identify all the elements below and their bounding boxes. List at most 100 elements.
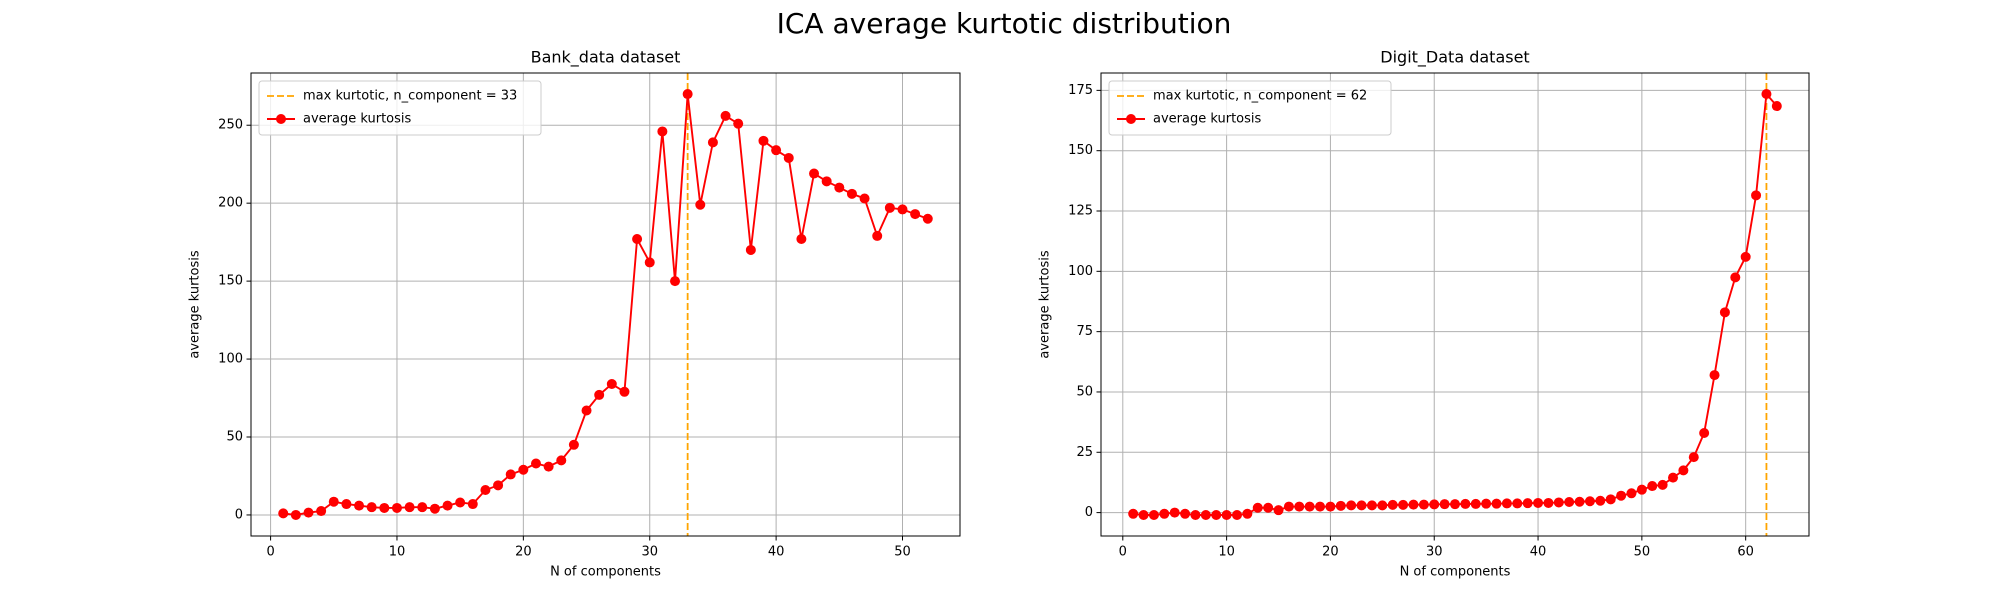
point bbox=[809, 168, 820, 179]
y-tick-label: 50 bbox=[226, 430, 243, 445]
axes-frame bbox=[1100, 72, 1810, 537]
y-tick-label: 100 bbox=[1068, 264, 1093, 279]
point bbox=[417, 502, 428, 513]
x-tick-label: 20 bbox=[515, 545, 532, 560]
point bbox=[796, 234, 807, 245]
point bbox=[1699, 427, 1710, 438]
y-tick-label: 25 bbox=[1076, 445, 1093, 460]
point bbox=[518, 464, 529, 475]
point bbox=[1761, 88, 1772, 99]
point bbox=[1366, 500, 1377, 511]
point bbox=[1636, 484, 1647, 495]
point bbox=[1709, 370, 1720, 381]
point bbox=[834, 182, 845, 193]
subplot-title: Bank_data dataset bbox=[531, 48, 681, 68]
point bbox=[1180, 508, 1191, 519]
point bbox=[303, 507, 314, 518]
point bbox=[1128, 508, 1139, 519]
point bbox=[707, 137, 718, 148]
point bbox=[505, 469, 516, 480]
y-tick-label: 75 bbox=[1076, 324, 1093, 339]
point bbox=[1553, 497, 1564, 508]
y-axis-label: average kurtosis bbox=[188, 250, 203, 358]
point bbox=[1668, 472, 1679, 483]
point bbox=[328, 496, 339, 507]
point bbox=[581, 405, 592, 416]
point bbox=[429, 503, 440, 514]
x-axis-label: N of components bbox=[1400, 565, 1511, 580]
point bbox=[1159, 508, 1170, 519]
point bbox=[530, 458, 541, 469]
point bbox=[1751, 190, 1762, 201]
point bbox=[1543, 497, 1554, 508]
point bbox=[404, 502, 415, 513]
point bbox=[1231, 510, 1242, 521]
x-tick-label: 30 bbox=[641, 545, 658, 560]
legend-label: max kurtotic, n_component = 62 bbox=[1153, 89, 1367, 104]
point bbox=[1273, 505, 1284, 516]
point bbox=[897, 204, 908, 215]
point bbox=[619, 386, 630, 397]
x-tick-label: 50 bbox=[1634, 545, 1651, 560]
x-tick-label: 0 bbox=[266, 545, 274, 560]
y-tick-label: 175 bbox=[1068, 83, 1093, 98]
point bbox=[379, 502, 390, 513]
y-tick-label: 0 bbox=[1085, 505, 1093, 520]
figure-title: ICA average kurtotic distribution bbox=[777, 7, 1232, 40]
point bbox=[884, 202, 895, 213]
point bbox=[1626, 488, 1637, 499]
subplot: Digit_Data dataset 0 10 20 30 40 50 60 0 25 50 75 10… bbox=[1038, 48, 1810, 580]
series-line bbox=[283, 93, 929, 516]
legend-label: average kurtosis bbox=[1153, 112, 1261, 127]
point bbox=[543, 461, 554, 472]
point bbox=[745, 244, 756, 255]
legend-marker bbox=[276, 114, 286, 124]
point bbox=[1501, 498, 1512, 509]
y-tick-label: 125 bbox=[1068, 204, 1093, 219]
point bbox=[1169, 507, 1180, 518]
point bbox=[1429, 499, 1440, 510]
point bbox=[682, 89, 693, 100]
point bbox=[1564, 496, 1575, 507]
point bbox=[1688, 452, 1699, 463]
point bbox=[1294, 501, 1305, 512]
point bbox=[1460, 498, 1471, 509]
legend-box bbox=[258, 80, 542, 136]
point bbox=[278, 508, 289, 519]
point bbox=[720, 110, 731, 121]
point bbox=[1356, 500, 1367, 511]
point bbox=[1304, 501, 1315, 512]
point bbox=[632, 234, 643, 245]
point bbox=[1647, 481, 1658, 492]
x-tick-label: 50 bbox=[894, 545, 911, 560]
point bbox=[1418, 499, 1429, 510]
point bbox=[644, 257, 655, 268]
point bbox=[1242, 508, 1253, 519]
point bbox=[1283, 501, 1294, 512]
legend-label: average kurtosis bbox=[303, 112, 411, 127]
point bbox=[910, 209, 921, 220]
point bbox=[1408, 499, 1419, 510]
x-tick-label: 30 bbox=[1426, 545, 1443, 560]
legend-box bbox=[1108, 80, 1392, 136]
point bbox=[821, 176, 832, 187]
x-tick-label: 10 bbox=[1218, 545, 1235, 560]
point bbox=[1211, 510, 1222, 521]
point bbox=[1200, 510, 1211, 521]
point bbox=[1263, 502, 1274, 513]
point bbox=[606, 379, 617, 390]
point bbox=[556, 455, 567, 466]
legend: max kurtotic, n_component = 33 average ku… bbox=[258, 80, 542, 136]
point bbox=[859, 193, 870, 204]
point bbox=[1584, 496, 1595, 507]
point bbox=[341, 499, 352, 510]
point bbox=[657, 126, 668, 137]
point bbox=[442, 500, 453, 511]
point bbox=[1657, 479, 1668, 490]
point bbox=[391, 502, 402, 513]
point bbox=[1335, 500, 1346, 511]
point bbox=[1481, 498, 1492, 509]
point bbox=[316, 506, 327, 517]
point bbox=[1315, 501, 1326, 512]
point bbox=[1730, 272, 1741, 283]
